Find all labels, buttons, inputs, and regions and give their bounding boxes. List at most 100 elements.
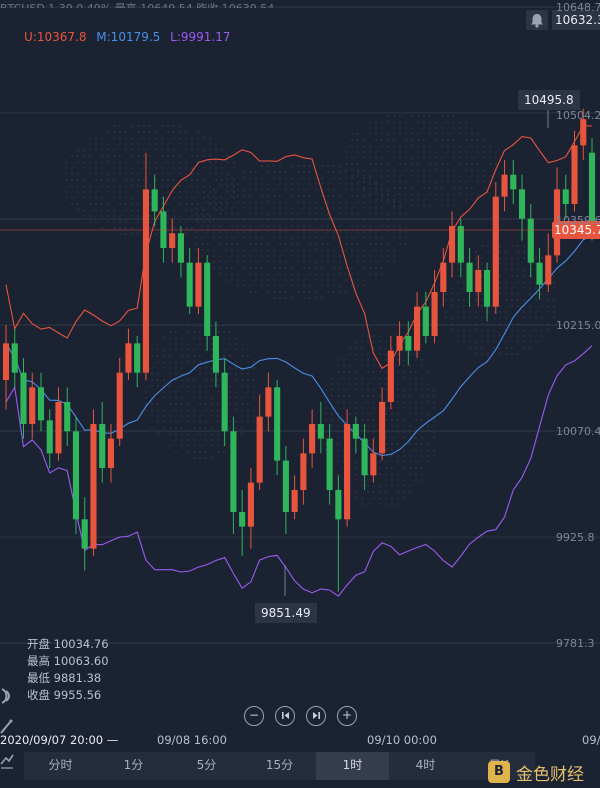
map-dot-1107 [453,151,455,153]
jinse-watermark: B 金色财经 [484,756,600,788]
map-dot-535 [267,255,269,257]
map-dot-465 [243,237,245,239]
map-dot-700 [321,249,323,251]
zoom-in-button[interactable]: + [337,706,357,726]
map-dot-135 [131,179,133,181]
map-dot-229 [167,203,169,205]
map-dot-1163 [483,187,485,189]
map-dot-1845 [457,305,459,307]
candle-body-37 [326,438,333,490]
map-dot-1765 [229,367,231,369]
tab-period-1min[interactable]: 1分 [97,752,170,780]
zoom-out-button[interactable]: − [244,706,264,726]
map-dot-1701 [205,427,207,429]
map-dot-1405 [391,449,393,451]
map-dot-1987 [517,275,519,277]
map-dot-504 [255,279,257,281]
map-dot-1710 [211,355,213,357]
map-dot-1803 [241,433,243,435]
candle-body-49 [431,292,438,336]
map-dot-902 [345,163,347,165]
map-dot-509 [261,189,263,191]
bell-icon[interactable] [526,10,548,30]
map-dot-261 [179,215,181,217]
map-dot-1702 [205,433,207,435]
map-dot-1145 [471,187,473,189]
map-dot-357 [233,167,235,169]
map-dot-538 [267,279,269,281]
map-dot-1481 [415,377,417,379]
map-dot-1361 [379,467,381,469]
ohlc-high: 最高 10063.60 [27,654,109,668]
step-back-button[interactable] [275,706,295,726]
map-dot-1303 [367,383,369,385]
map-dot-811 [363,189,365,191]
tab-period-15min[interactable]: 15分 [243,752,316,780]
draw-tool-icon[interactable] [0,716,14,736]
map-dot-470 [243,279,245,281]
map-dot-585 [285,213,287,215]
map-dot-1636 [187,355,189,357]
map-dot-621 [297,213,299,215]
map-dot-1958 [505,287,507,289]
map-dot-122 [125,197,127,199]
map-dot-821 [363,261,365,263]
map-dot-1583 [169,337,171,339]
chart-style-icon[interactable] [0,686,14,706]
map-dot-1667 [193,451,195,453]
map-dot-1442 [403,389,405,391]
map-dot-1363 [379,485,381,487]
candle-body-41 [361,438,368,476]
map-dot-1418 [397,371,399,373]
map-dot-1804 [247,349,249,351]
tab-period-4hour[interactable]: 4时 [389,752,462,780]
map-dot-1974 [511,293,513,295]
candle-body-34 [300,453,307,490]
map-dot-146 [137,149,139,151]
map-dot-188 [149,233,151,235]
map-dot-1933 [493,329,495,331]
map-dot-1016 [411,145,413,147]
map-dot-973 [387,199,389,201]
map-dot-759 [339,285,341,287]
map-dot-1876 [469,347,471,349]
map-dot-1599 [175,337,177,339]
map-dot-155 [137,215,139,217]
map-dot-497 [255,231,257,233]
indicator-icon[interactable] [0,750,14,770]
map-dot-1110 [453,175,455,177]
tab-period-1hour[interactable]: 1时 [316,752,389,780]
tab-period-timeshare[interactable]: 分时 [24,752,97,780]
map-dot-48 [95,167,97,169]
map-dot-834 [369,243,371,245]
map-dot-501 [255,261,257,263]
map-dot-45 [95,143,97,145]
map-dot-515 [261,237,263,239]
map-dot-1826 [445,299,447,301]
map-dot-324 [209,185,211,187]
map-dot-584 [285,207,287,209]
map-dot-549 [273,225,275,227]
map-dot-292 [191,227,193,229]
map-dot-313 [203,191,205,193]
map-dot-654 [309,177,311,179]
map-dot-896 [405,219,407,221]
step-forward-button[interactable] [306,706,326,726]
map-dot-2022 [529,317,531,319]
map-dot-803 [357,243,359,245]
map-dot-907 [351,157,353,159]
map-dot-94 [113,215,115,217]
map-dot-1197 [337,359,339,361]
map-dot-1532 [433,431,435,433]
map-dot-942 [375,139,377,141]
map-dot-1411 [391,497,393,499]
map-dot-1780 [235,367,237,369]
map-dot-1490 [415,443,417,445]
map-dot-1662 [193,415,195,417]
map-dot-422 [225,261,227,263]
map-dot-770 [345,237,347,239]
map-dot-1960 [505,299,507,301]
map-dot-1889 [475,341,477,343]
tab-period-5min[interactable]: 5分 [170,752,243,780]
